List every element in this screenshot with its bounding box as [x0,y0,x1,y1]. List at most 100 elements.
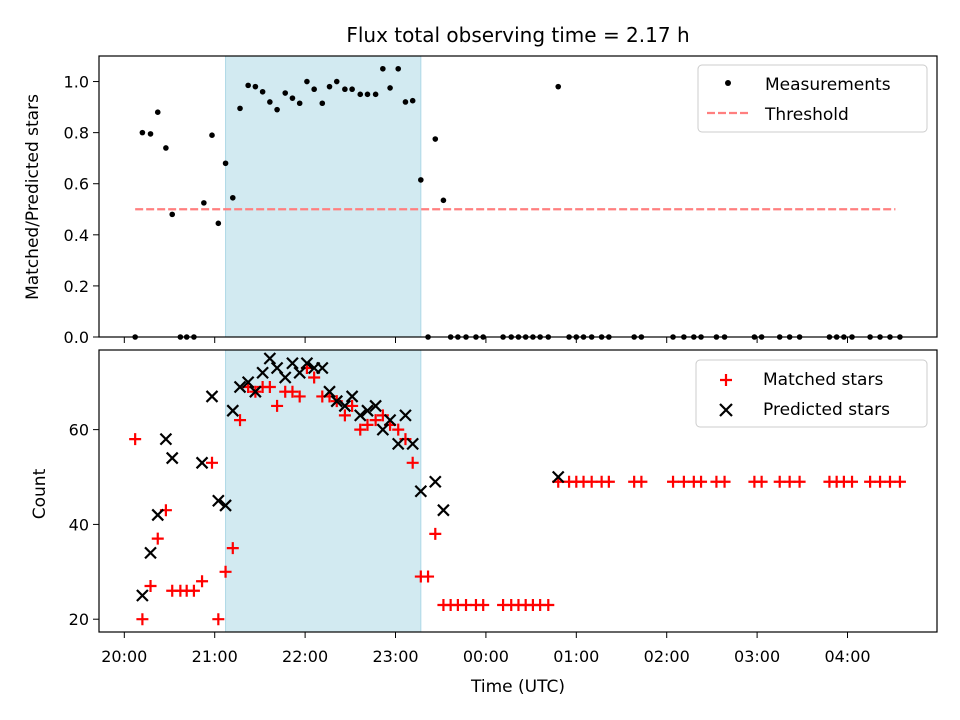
predicted-star-point [406,437,419,451]
x-tick-label: 03:00 [734,647,780,666]
matched-star-point [263,380,276,393]
ratio-y-tick-label: 1.0 [64,73,89,92]
predicted-star-point [226,404,240,417]
matched-star-point [226,542,239,555]
matched-star-point [205,456,218,469]
measurement-point [440,197,447,204]
count-y-label: Count [30,468,50,519]
matched-star-point [635,475,648,488]
matched-star-point [429,527,442,540]
matched-star-point [477,598,490,611]
measurement-point [342,86,348,93]
matched-star-point [346,399,359,412]
measurement-point [326,83,333,90]
predicted-star-point [353,409,367,422]
matched-star-point [893,475,906,488]
matched-star-point [144,580,157,593]
ratio-y-label: Matched/Predicted stars [23,94,43,300]
ratio-y-tick-label: 0.2 [64,277,89,296]
ratio-y-tick-label: 0.6 [64,175,89,194]
predicted-star-point [241,375,255,389]
predicted-star-point [212,494,225,507]
measurement-point [409,97,416,104]
measurement-point [311,86,317,93]
measurement-point [139,129,146,136]
measurement-point [274,106,280,113]
x-tick-label: 22:00 [282,647,328,666]
predicted-star-point [330,394,344,408]
measurement-point [154,109,161,115]
predicted-star-point [414,484,428,498]
count-y-tick-label: 40 [69,515,89,534]
measurement-point [380,65,386,72]
measurement-point [395,65,402,72]
predicted-star-point [376,423,390,436]
predicted-star-point [399,409,412,422]
matched-star-point [667,475,680,488]
measurement-point [163,145,169,151]
matched-star-point [129,433,142,446]
predicted-legend-marker [719,403,733,417]
predicted-star-point [429,475,442,489]
measurement-point [237,105,243,112]
measurement-point [387,85,393,91]
predicted-star-point [195,456,209,470]
measurement-point [147,131,154,137]
x-tick-label: 01:00 [553,647,599,666]
matched-star-point [392,423,405,436]
measurement-point [215,220,222,227]
matched-star-point [602,475,615,488]
measurement-point [402,99,409,105]
predicted-star-point [151,508,165,522]
matched-star-point [151,532,164,545]
predicted-star-point [278,371,292,384]
predicted-star-point [165,451,179,465]
measurement-point [222,160,229,167]
x-tick-label: 21:00 [192,647,238,666]
predicted-legend-label: Predicted stars [763,400,890,420]
predicted-star-point [144,546,157,560]
x-tick-label: 20:00 [101,647,147,666]
measurement-point [357,91,364,98]
ratio-y-tick-label: 0.4 [64,226,89,245]
matched-star-point [234,414,247,427]
x-tick-label: 00:00 [463,647,509,666]
matched-star-point [718,475,731,488]
matched-star-point [338,409,351,422]
matched-star-point [354,423,367,436]
measurement-point [229,194,236,201]
matched-star-point [136,613,149,626]
count-y-tick-label: 60 [69,421,89,440]
matched-star-point [286,385,299,398]
ratio-shaded-window [225,55,422,338]
count-panel-frame [98,349,938,633]
matched-star-point [406,456,419,469]
predicted-star-point [249,385,262,398]
predicted-star-point [316,361,329,375]
predicted-star-point [391,437,405,451]
predicted-star-point [369,399,382,413]
matched-star-point [187,584,200,597]
count-legend: Matched stars Predicted stars [695,359,928,428]
predicted-star-point [205,390,219,403]
predicted-star-point [263,352,277,365]
count-panel: 20 40 60 20:00 21:00 22:00 23:00 00:00 01:00 02:… [30,349,938,666]
measurement-point [333,78,340,85]
matched-star-point [422,570,435,583]
measurement-point [169,211,176,218]
measurement-point [304,78,310,85]
predicted-star-point [136,589,149,602]
measurement-point [432,136,439,142]
ratio-y-tick-label: 0.8 [64,124,89,143]
measurements-legend-marker [725,80,731,86]
measurement-point [252,83,259,90]
measurement-point [201,200,207,206]
predicted-star-point [256,366,269,380]
predicted-star-point [361,404,374,417]
ratio-panel: 0.0 0.2 0.4 0.6 0.8 1.0 Matched/Predicted sta… [23,55,938,347]
predicted-star-point [219,499,232,512]
predicted-star-point [286,356,299,370]
predicted-star-point [383,413,397,427]
matched-star-point [219,565,232,578]
